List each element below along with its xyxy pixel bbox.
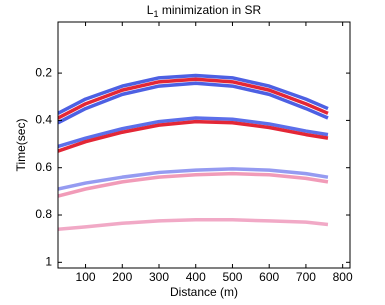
y-tick-label: 0.8 xyxy=(35,207,52,221)
reflector-line xyxy=(58,217,329,231)
reflector-line xyxy=(58,73,329,115)
x-tick-label: 100 xyxy=(76,270,96,284)
reflector-line xyxy=(58,171,329,198)
reflector-line xyxy=(58,116,329,149)
y-tick-label: 0.6 xyxy=(35,160,52,174)
y-tick-label: 0.2 xyxy=(35,65,52,79)
title-rest: minimization in SR xyxy=(159,3,262,17)
x-tick-label: 500 xyxy=(222,270,242,284)
x-tick-label: 200 xyxy=(112,270,132,284)
reflector-line xyxy=(58,81,329,125)
plot-frame xyxy=(57,21,351,269)
y-axis-label: Time(sec) xyxy=(14,119,28,172)
reflector-line xyxy=(58,77,329,120)
y-tick-label: 0.4 xyxy=(35,113,52,127)
reflector-line xyxy=(58,167,329,191)
x-tick-label: 600 xyxy=(259,270,279,284)
x-tick-label: 300 xyxy=(149,270,169,284)
chart-title: L1 minimization in SR xyxy=(147,3,262,19)
x-tick-label: 700 xyxy=(296,270,316,284)
x-tick-label: 800 xyxy=(333,270,353,284)
title-main: L xyxy=(147,3,154,17)
title-subscript: 1 xyxy=(153,9,158,19)
reflector-line xyxy=(58,119,329,153)
x-tick-label: 400 xyxy=(186,270,206,284)
x-axis-label: Distance (m) xyxy=(170,285,238,299)
y-tick-label: 1 xyxy=(45,254,52,268)
